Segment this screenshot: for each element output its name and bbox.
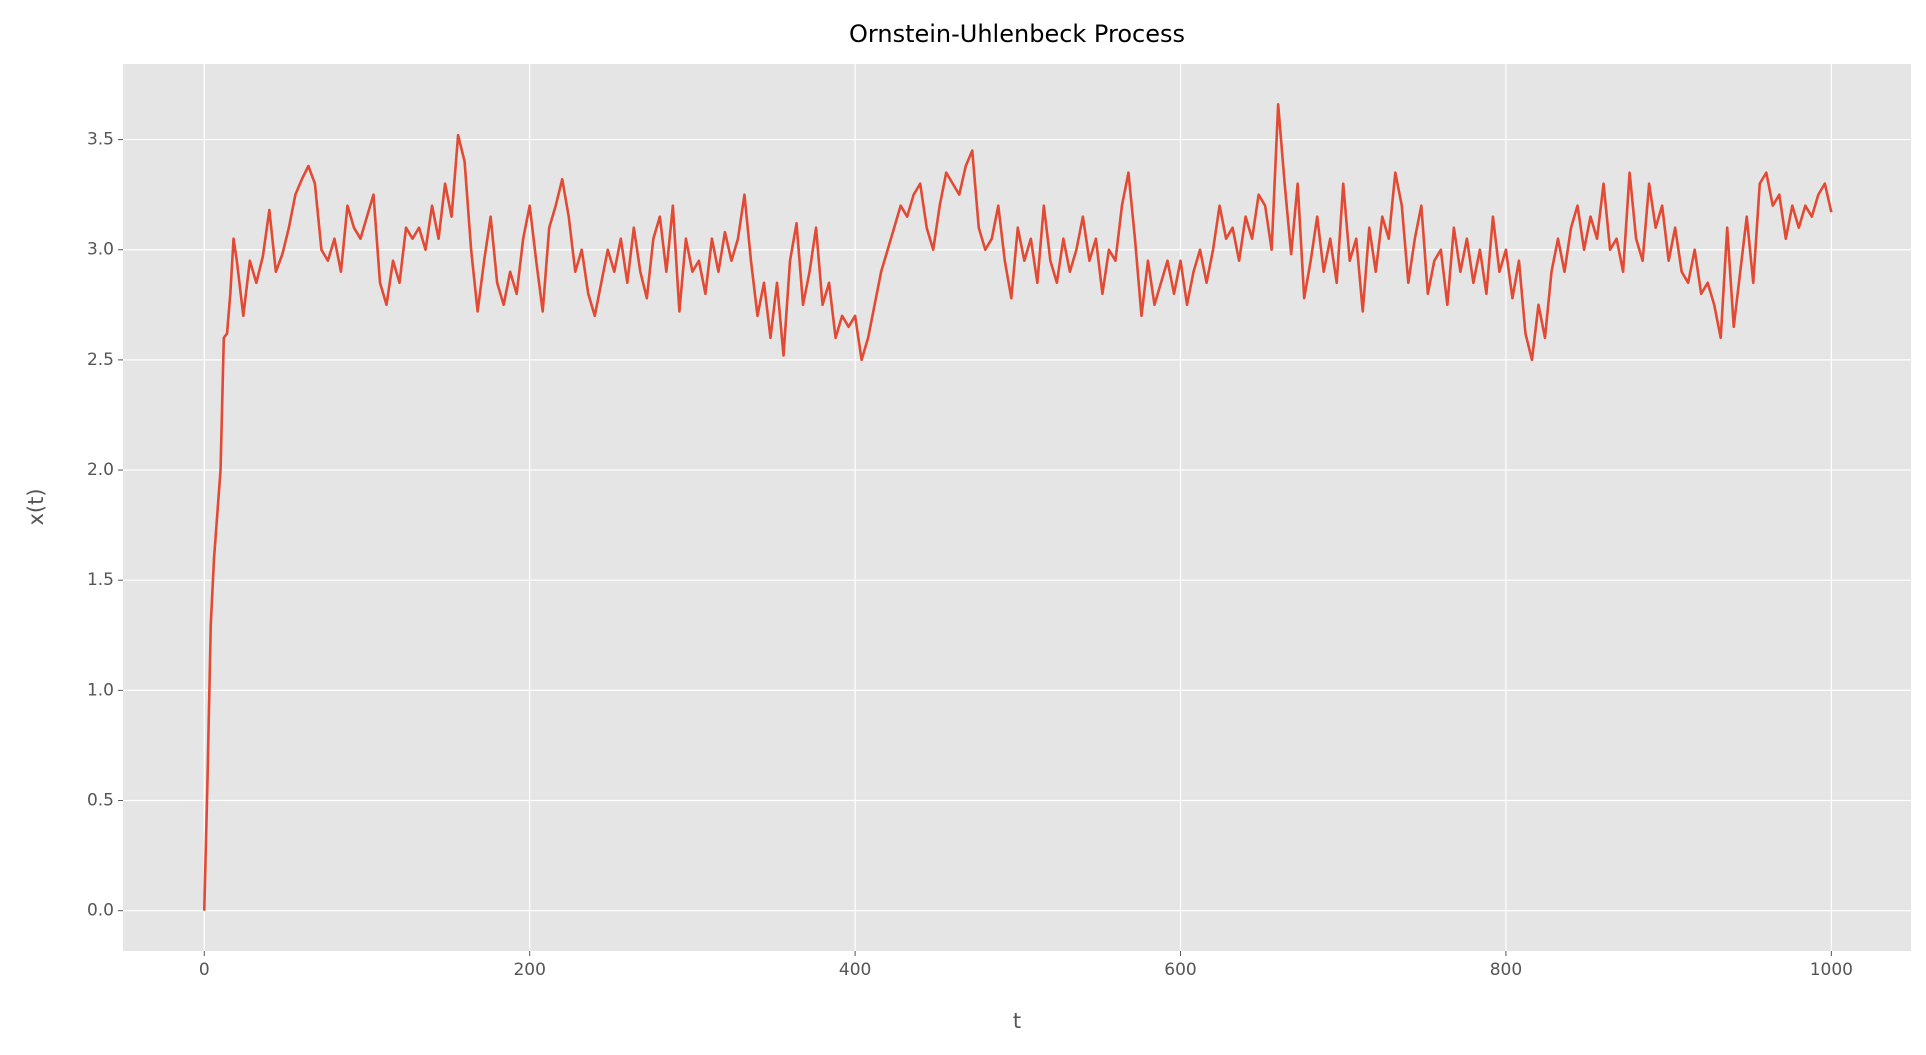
- y-tick-label: 2.0: [87, 460, 114, 480]
- y-tick-label: 0.5: [87, 791, 114, 811]
- x-axis-label: t: [1013, 1009, 1021, 1033]
- x-tick-label: 800: [1490, 960, 1522, 980]
- data-line: [202, 103, 1833, 911]
- y-axis-label: x(t): [24, 488, 48, 525]
- y-tick-label: 3.0: [87, 240, 114, 260]
- y-tick-label: 1.5: [87, 570, 114, 590]
- x-tick-label: 600: [1164, 960, 1196, 980]
- y-tick-label: 0.0: [87, 901, 114, 921]
- y-tick-label: 2.5: [87, 350, 114, 370]
- y-tick-label: 3.5: [87, 130, 114, 150]
- x-tick-label: 400: [839, 960, 871, 980]
- x-tick-label: 200: [513, 960, 545, 980]
- y-tick-label: 1.0: [87, 680, 114, 700]
- x-tick-label: 1000: [1810, 960, 1853, 980]
- x-tick-label: 0: [199, 960, 210, 980]
- plot-background: [123, 64, 1911, 951]
- chart-title: Ornstein-Uhlenbeck Process: [849, 20, 1185, 48]
